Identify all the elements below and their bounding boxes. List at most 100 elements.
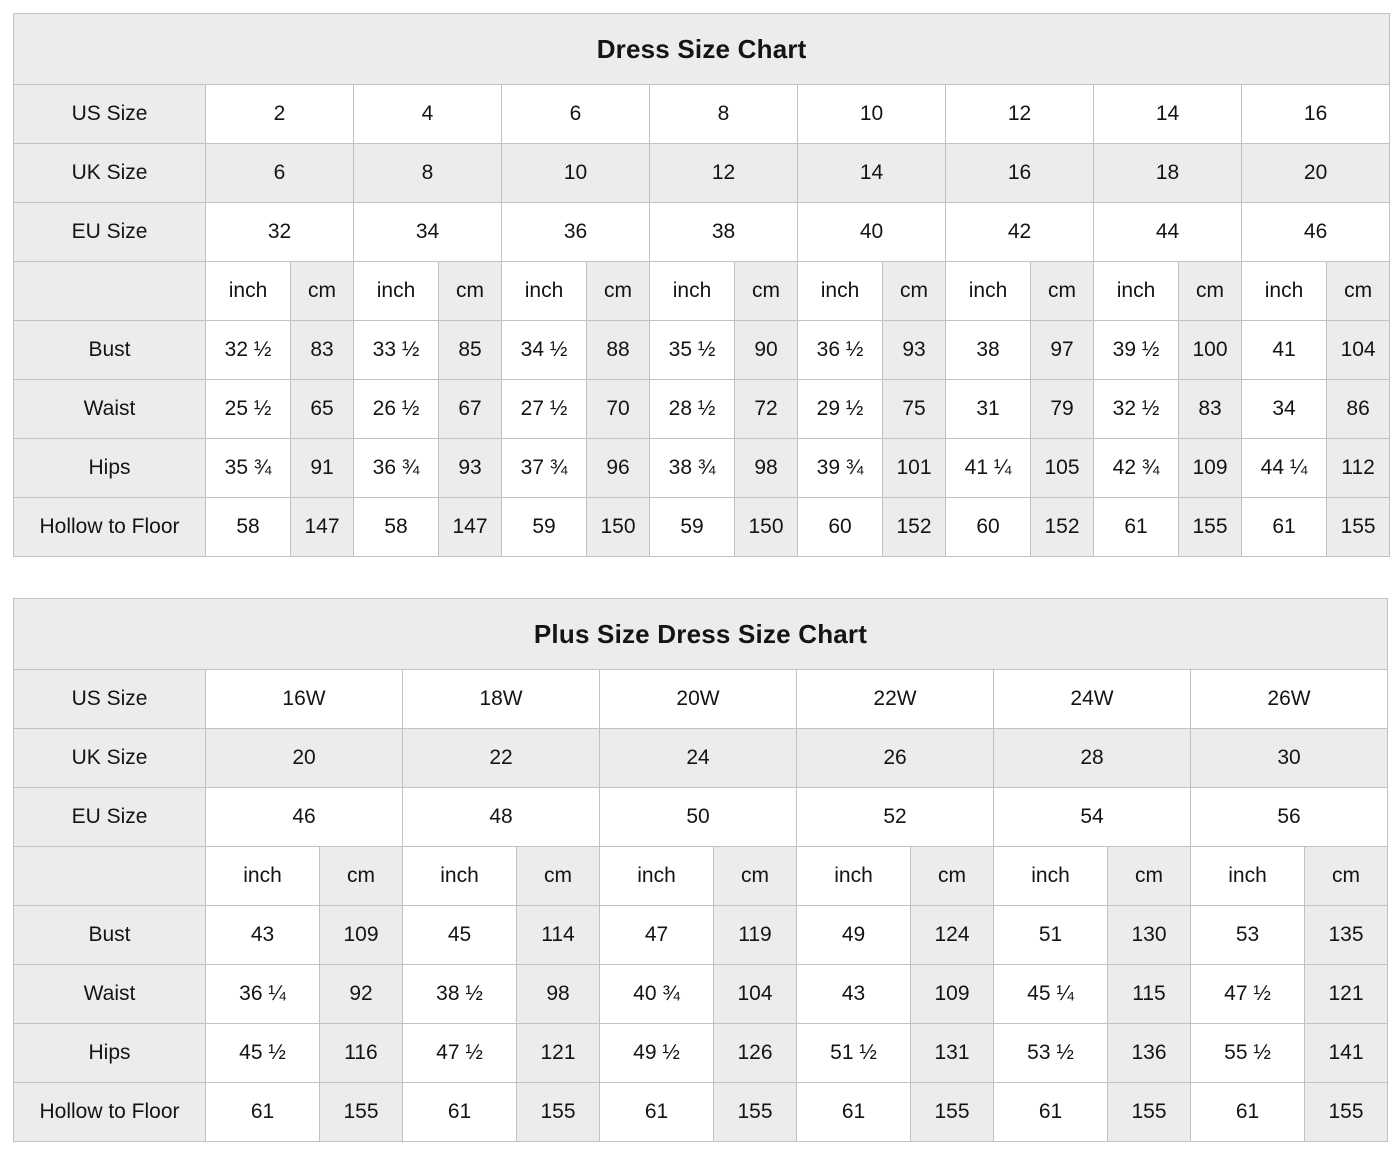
cm-unit-header: cm	[586, 261, 650, 321]
uk-size-value: 6	[205, 143, 354, 203]
hips-cm-value: 131	[910, 1023, 994, 1083]
waist-inch-value: 38 ½	[402, 964, 517, 1024]
cm-unit-header: cm	[1107, 846, 1191, 906]
us-size-value: 2	[205, 84, 354, 144]
waist-inch-value: 29 ½	[797, 379, 883, 439]
waist-inch-value: 31	[945, 379, 1031, 439]
inch-unit-header: inch	[1093, 261, 1179, 321]
bust-inch-value: 53	[1190, 905, 1305, 965]
us-size-value: 20W	[599, 669, 797, 729]
cm-unit-header: cm	[516, 846, 600, 906]
row-label-bust: Bust	[13, 320, 206, 380]
bust-cm-value: 124	[910, 905, 994, 965]
waist-inch-value: 27 ½	[501, 379, 587, 439]
row-label-us-size: US Size	[13, 669, 206, 729]
waist-cm-value: 86	[1325, 379, 1391, 439]
waist-inch-value: 34	[1241, 379, 1327, 439]
uk-size-value: 20	[1240, 143, 1391, 203]
waist-cm-value: 115	[1107, 964, 1191, 1024]
hollow-to-floor-cm-value: 152	[882, 497, 946, 557]
bust-cm-value: 88	[586, 320, 650, 380]
hips-cm-value: 112	[1325, 438, 1391, 498]
bust-inch-value: 36 ½	[797, 320, 883, 380]
waist-inch-value: 25 ½	[205, 379, 291, 439]
hollow-to-floor-inch-value: 61	[1190, 1082, 1305, 1142]
hollow-to-floor-inch-value: 60	[797, 497, 883, 557]
waist-inch-value: 47 ½	[1190, 964, 1305, 1024]
hips-inch-value: 47 ½	[402, 1023, 517, 1083]
cm-unit-header: cm	[713, 846, 797, 906]
hips-inch-value: 41 ¼	[945, 438, 1031, 498]
eu-size-value: 46	[205, 787, 403, 847]
uk-size-value: 12	[649, 143, 798, 203]
row-label-hips: Hips	[13, 1023, 206, 1083]
plus-size-dress-size-chart-table: Plus Size Dress Size Chart US Size 16W 18W 2…	[12, 598, 1389, 1142]
hollow-to-floor-cm-value: 147	[290, 497, 354, 557]
waist-cm-value: 72	[734, 379, 798, 439]
inch-unit-header: inch	[205, 261, 291, 321]
inch-unit-header: inch	[501, 261, 587, 321]
hips-cm-value: 105	[1030, 438, 1094, 498]
eu-size-value: 34	[353, 202, 502, 262]
hips-cm-value: 96	[586, 438, 650, 498]
cm-unit-header: cm	[1325, 261, 1391, 321]
us-size-value: 18W	[402, 669, 600, 729]
hips-inch-value: 44 ¼	[1241, 438, 1327, 498]
hips-cm-value: 126	[713, 1023, 797, 1083]
inch-unit-header: inch	[945, 261, 1031, 321]
hollow-to-floor-cm-value: 155	[713, 1082, 797, 1142]
hollow-to-floor-inch-value: 61	[796, 1082, 911, 1142]
us-size-value: 10	[797, 84, 946, 144]
hips-cm-value: 93	[438, 438, 502, 498]
hollow-to-floor-inch-value: 60	[945, 497, 1031, 557]
uk-size-value: 26	[796, 728, 994, 788]
inch-unit-header: inch	[599, 846, 714, 906]
hips-cm-value: 101	[882, 438, 946, 498]
hollow-to-floor-inch-value: 58	[353, 497, 439, 557]
hips-inch-value: 45 ½	[205, 1023, 320, 1083]
row-label-hollow-to-floor: Hollow to Floor	[13, 1082, 206, 1142]
hips-inch-value: 49 ½	[599, 1023, 714, 1083]
hips-cm-value: 121	[516, 1023, 600, 1083]
cm-unit-header: cm	[910, 846, 994, 906]
hollow-to-floor-cm-value: 155	[1303, 1082, 1389, 1142]
eu-size-value: 46	[1240, 202, 1391, 262]
waist-inch-value: 45 ¼	[993, 964, 1108, 1024]
hollow-to-floor-inch-value: 61	[993, 1082, 1108, 1142]
eu-size-value: 32	[205, 202, 354, 262]
bust-cm-value: 130	[1107, 905, 1191, 965]
cm-unit-header: cm	[1303, 846, 1389, 906]
waist-inch-value: 43	[796, 964, 911, 1024]
hollow-to-floor-inch-value: 61	[1241, 497, 1327, 557]
inch-unit-header: inch	[796, 846, 911, 906]
us-size-value: 16	[1240, 84, 1391, 144]
waist-inch-value: 26 ½	[353, 379, 439, 439]
hips-cm-value: 98	[734, 438, 798, 498]
waist-cm-value: 92	[319, 964, 403, 1024]
cm-unit-header: cm	[319, 846, 403, 906]
hollow-to-floor-cm-value: 147	[438, 497, 502, 557]
us-size-value: 8	[649, 84, 798, 144]
eu-size-value: 44	[1093, 202, 1242, 262]
waist-cm-value: 65	[290, 379, 354, 439]
waist-inch-value: 32 ½	[1093, 379, 1179, 439]
bust-inch-value: 32 ½	[205, 320, 291, 380]
hollow-to-floor-cm-value: 155	[1178, 497, 1242, 557]
waist-cm-value: 109	[910, 964, 994, 1024]
bust-inch-value: 43	[205, 905, 320, 965]
hollow-to-floor-cm-value: 150	[586, 497, 650, 557]
eu-size-value: 56	[1189, 787, 1389, 847]
inch-unit-header: inch	[797, 261, 883, 321]
waist-cm-value: 83	[1178, 379, 1242, 439]
eu-size-value: 36	[501, 202, 650, 262]
hips-cm-value: 109	[1178, 438, 1242, 498]
uk-size-value: 20	[205, 728, 403, 788]
us-size-value: 16W	[205, 669, 403, 729]
row-label-eu-size: EU Size	[13, 202, 206, 262]
bust-inch-value: 41	[1241, 320, 1327, 380]
inch-unit-header: inch	[205, 846, 320, 906]
row-label-uk-size: UK Size	[13, 143, 206, 203]
dress-size-chart-table: Dress Size Chart US Size 2 4 6 8 10 12 14 16 UK Si…	[12, 13, 1391, 557]
us-size-value: 14	[1093, 84, 1242, 144]
hips-inch-value: 53 ½	[993, 1023, 1108, 1083]
